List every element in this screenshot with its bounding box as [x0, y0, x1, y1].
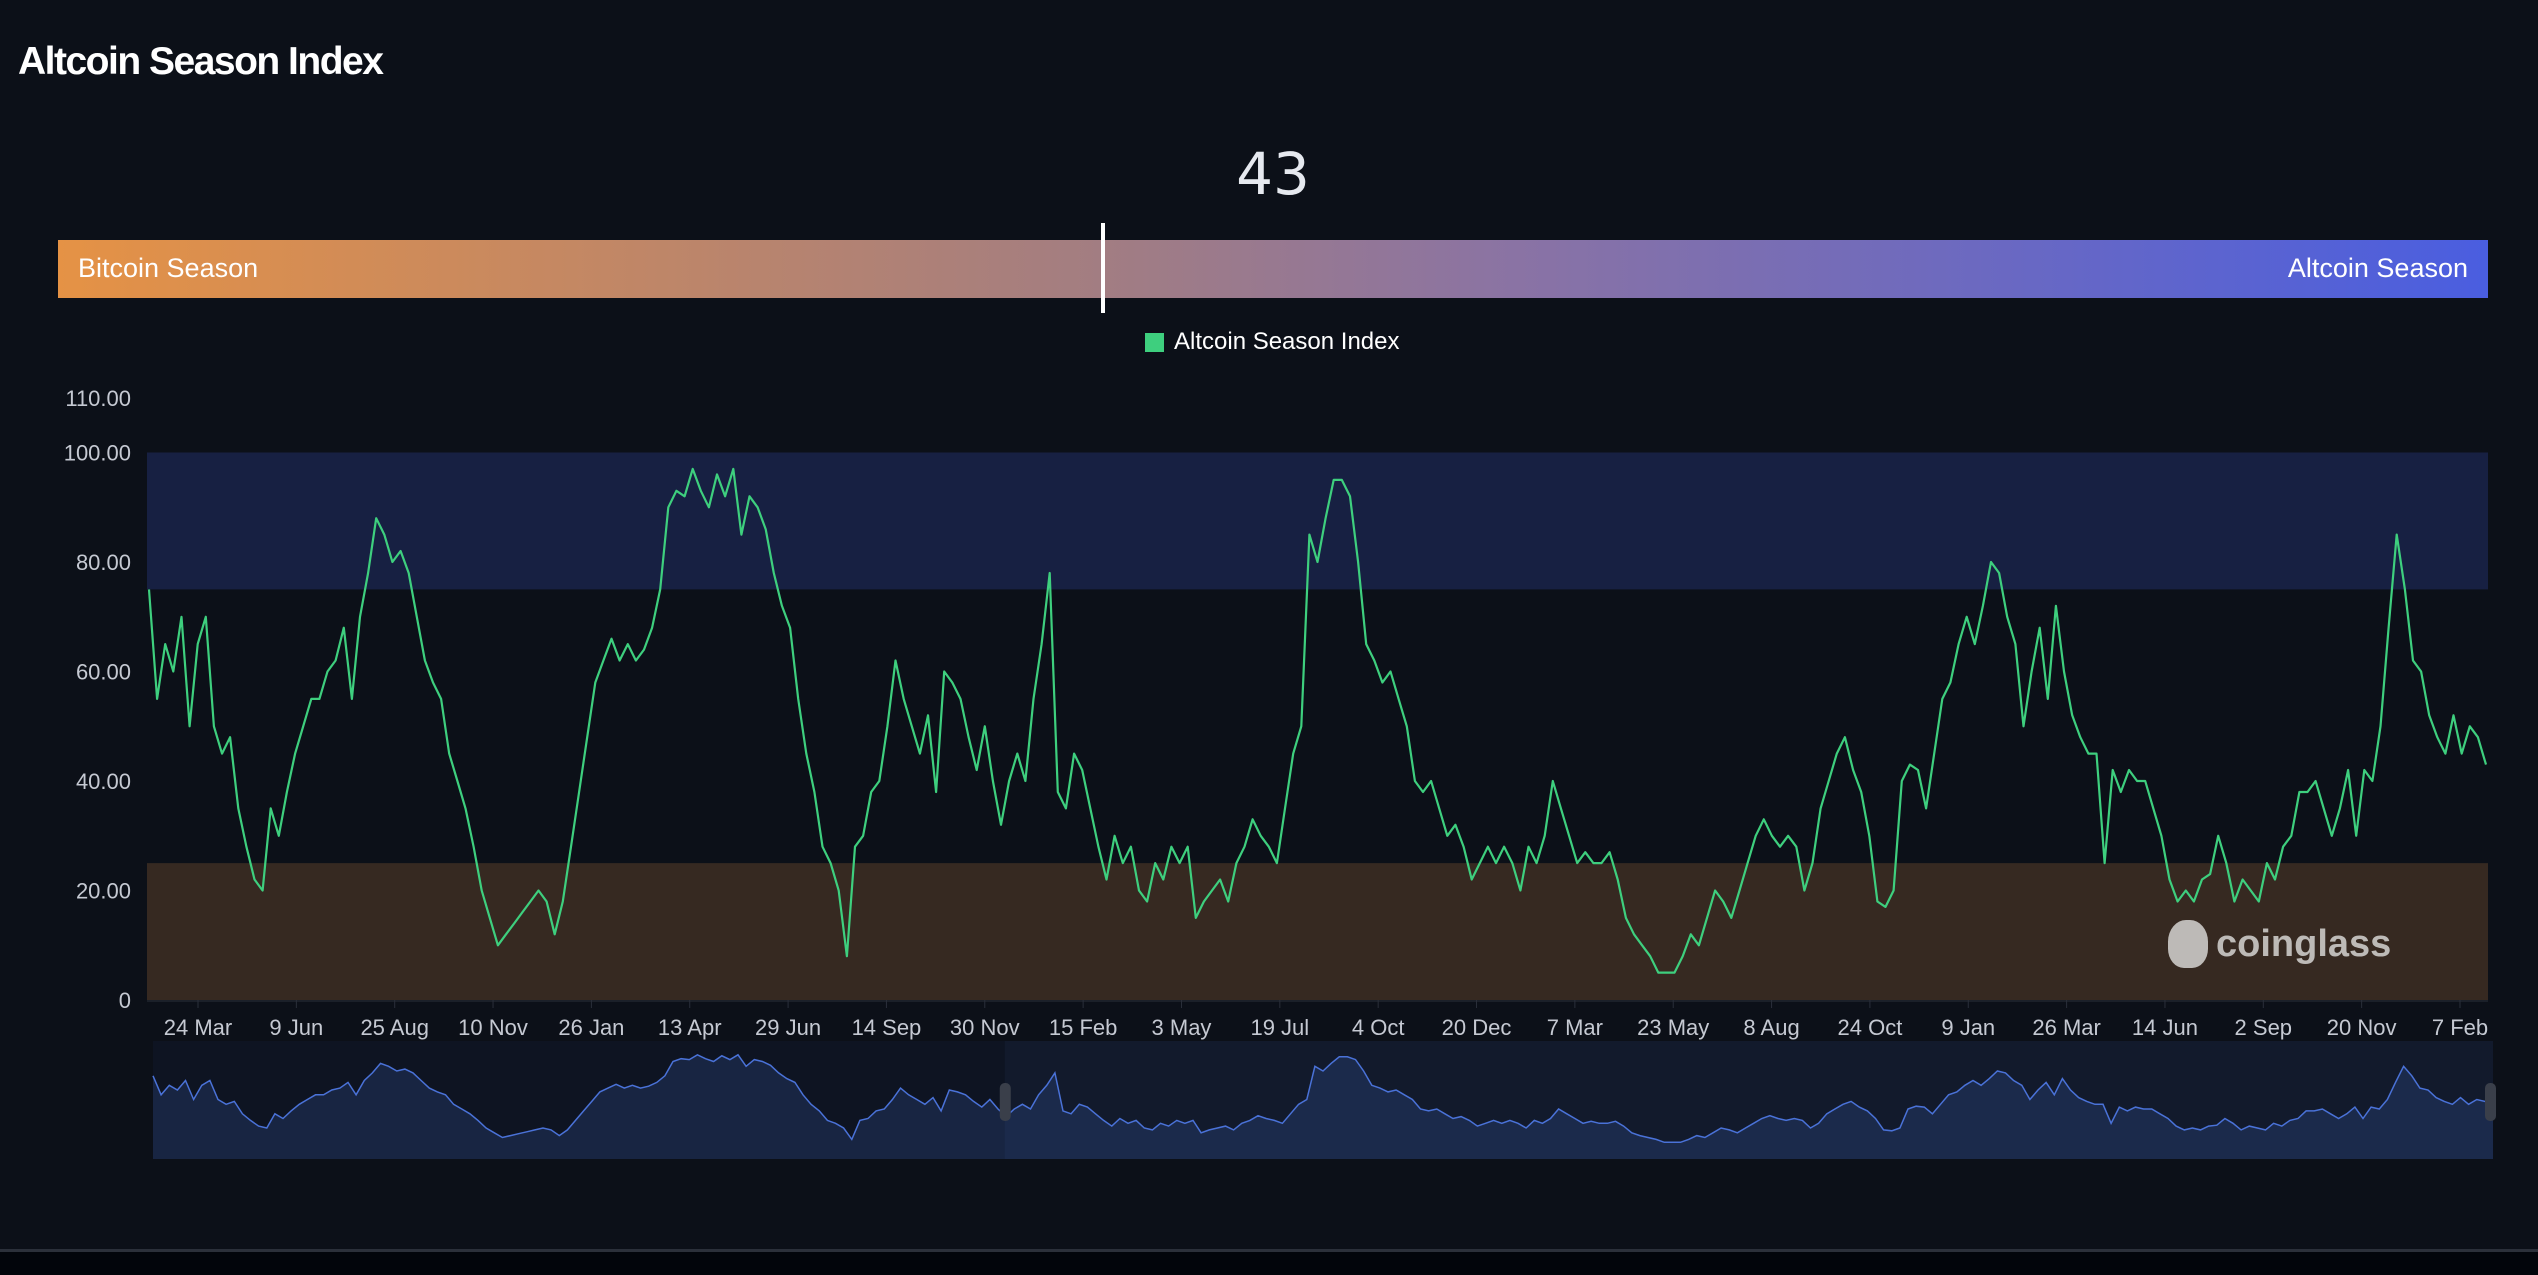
- x-tick-label: 20 Dec: [1442, 1015, 1512, 1040]
- x-tick-label: 23 May: [1637, 1015, 1709, 1040]
- y-tick-label: 100.00: [64, 441, 131, 466]
- band-altcoin: [147, 452, 2488, 590]
- chart-legend[interactable]: Altcoin Season Index: [1145, 328, 1399, 356]
- x-tick-label: 7 Mar: [1547, 1015, 1603, 1040]
- x-tick-label: 15 Feb: [1049, 1015, 1118, 1040]
- x-tick-label: 29 Jun: [755, 1015, 821, 1040]
- y-tick-label: 40.00: [76, 769, 131, 794]
- watermark-text: coinglass: [2216, 922, 2392, 965]
- current-index-value: 43: [1236, 140, 1310, 208]
- series-line-altcoin-season-index: [147, 467, 2488, 974]
- x-tick-label: 2 Sep: [2235, 1015, 2293, 1040]
- x-tick-label: 10 Nov: [458, 1015, 528, 1040]
- coinglass-watermark: coinglass: [2168, 920, 2391, 968]
- x-tick-label: 9 Jun: [269, 1015, 323, 1040]
- x-tick-label: 13 Apr: [658, 1015, 722, 1040]
- x-tick-label: 25 Aug: [360, 1015, 429, 1040]
- x-tick-label: 3 May: [1152, 1015, 1212, 1040]
- legend-label[interactable]: Altcoin Season Index: [1174, 328, 1400, 355]
- y-tick-label: 60.00: [76, 660, 131, 685]
- x-tick-label: 19 Jul: [1250, 1015, 1309, 1040]
- navigator-selected-range[interactable]: [1004, 1041, 2493, 1159]
- navigator-area: [153, 1054, 2493, 1159]
- x-tick-label: 4 Oct: [1352, 1015, 1405, 1040]
- x-tick-label: 14 Jun: [2132, 1015, 2198, 1040]
- x-tick-label: 24 Mar: [164, 1015, 232, 1040]
- altcoin-season-label: Altcoin Season: [2287, 253, 2468, 283]
- x-tick-label: 30 Nov: [950, 1015, 1020, 1040]
- x-tick-label: 26 Jan: [558, 1015, 624, 1040]
- legend-swatch-icon: [1145, 332, 1164, 352]
- y-tick-label: 20.00: [76, 879, 131, 904]
- page-title: Altcoin Season Index: [18, 40, 384, 83]
- x-tick-label: 9 Jan: [1941, 1015, 1995, 1040]
- x-tick-label: 26 Mar: [2032, 1015, 2100, 1040]
- x-tick-label: 24 Oct: [1838, 1015, 1903, 1040]
- bitcoin-season-label: Bitcoin Season: [78, 253, 259, 283]
- y-tick-label: 0: [119, 988, 131, 1013]
- gauge-marker: [1100, 223, 1105, 313]
- y-tick-label: 110.00: [65, 386, 131, 411]
- navigator-line: [152, 1053, 2494, 1144]
- bottom-bar: [0, 1249, 2538, 1275]
- x-tick-label: 7 Feb: [2432, 1015, 2488, 1040]
- coinglass-logo-icon: [2168, 920, 2208, 968]
- x-tick-label: 8 Aug: [1743, 1015, 1799, 1040]
- season-gauge-bar: Bitcoin Season Altcoin Season: [58, 240, 2488, 298]
- navigator-right-handle[interactable]: [2485, 1083, 2496, 1121]
- navigator-left-handle[interactable]: [999, 1083, 1011, 1121]
- x-tick-label: 20 Nov: [2327, 1015, 2397, 1040]
- y-tick-label: 80.00: [76, 550, 131, 575]
- band-bitcoin: [147, 863, 2488, 1000]
- x-tick-label: 14 Sep: [852, 1015, 922, 1040]
